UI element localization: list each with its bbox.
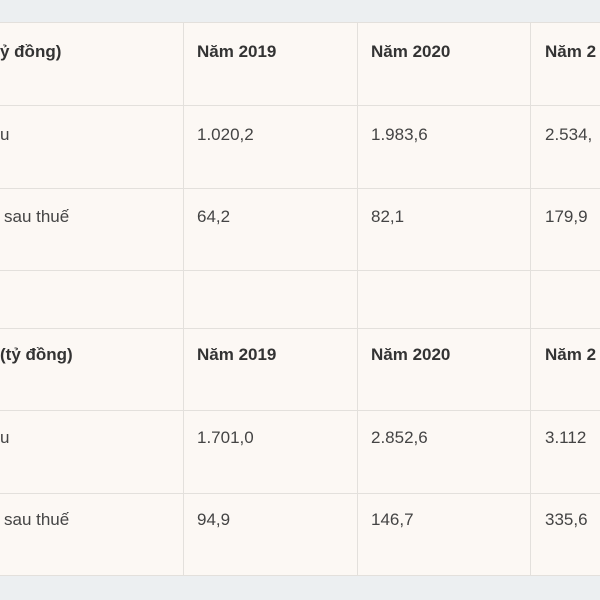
column-border — [183, 22, 184, 575]
table-cell: u — [0, 125, 10, 144]
table-cell: 1.701,0 — [197, 428, 254, 447]
row-border — [0, 575, 600, 576]
table-cell: 1.020,2 — [197, 125, 254, 144]
header-cell: Năm 2020 — [371, 345, 451, 364]
header-cell: Năm 2 — [545, 345, 597, 364]
row-border — [0, 105, 600, 106]
table-cell: sau thuế — [4, 207, 70, 226]
table-cell: sau thuế — [4, 510, 70, 529]
table-cell: 2.534, — [545, 125, 593, 144]
table-cell: 94,9 — [197, 510, 231, 529]
table-cell: 179,9 — [545, 207, 588, 226]
table-cell: 335,6 — [545, 510, 588, 529]
table-cell: 64,2 — [197, 207, 231, 226]
table — [0, 22, 600, 575]
table-cell: 1.983,6 — [371, 125, 428, 144]
header-cell: Năm 2019 — [197, 42, 277, 61]
header-cell: Năm 2 — [545, 42, 597, 61]
header-cell: Năm 2020 — [371, 42, 451, 61]
column-border — [530, 22, 531, 575]
table-cell: 146,7 — [371, 510, 414, 529]
table-cell: u — [0, 428, 10, 447]
row-border — [0, 410, 600, 411]
table-cell: 3.112 — [545, 428, 587, 447]
header-cell: ỷ đồng) — [0, 42, 62, 61]
header-cell: (tỷ đồng) — [0, 345, 73, 364]
row-border — [0, 328, 600, 329]
table-cell: 82,1 — [371, 207, 405, 226]
table-cell: 2.852,6 — [371, 428, 428, 447]
row-border — [0, 270, 600, 271]
row-border — [0, 22, 600, 23]
header-cell: Năm 2019 — [197, 345, 277, 364]
row-border — [0, 493, 600, 494]
column-border — [357, 22, 358, 575]
row-border — [0, 188, 600, 189]
